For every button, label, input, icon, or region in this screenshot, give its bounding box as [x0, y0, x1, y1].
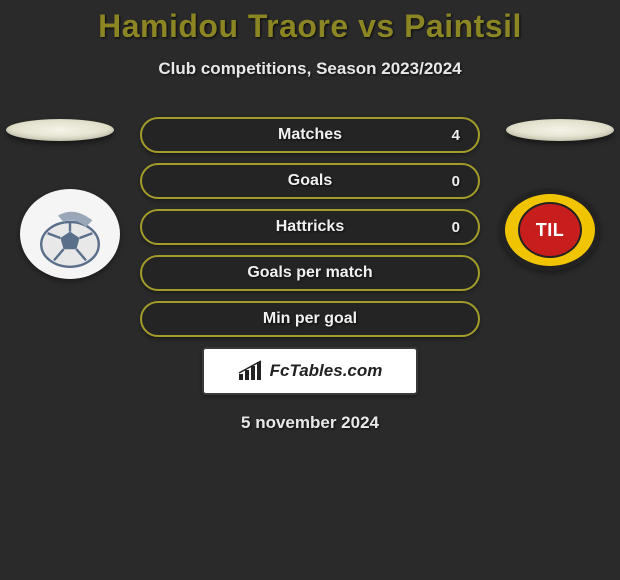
stat-value-right: 0 [452, 173, 460, 190]
fctables-logo-box: FcTables.com [202, 347, 418, 395]
ball-icon [30, 198, 110, 270]
stat-label: Goals per match [247, 264, 372, 282]
club-badge-right: TIL [500, 189, 600, 271]
stat-row: Goals 0 [140, 163, 480, 199]
stat-label: Goals [288, 172, 332, 190]
stat-row: Goals per match [140, 255, 480, 291]
stat-label: Hattricks [276, 218, 344, 236]
stat-label: Min per goal [263, 310, 357, 328]
fctables-logo-text: FcTables.com [270, 361, 383, 381]
stat-row: Min per goal [140, 301, 480, 337]
stat-label: Matches [278, 126, 342, 144]
footer-date: 5 november 2024 [0, 413, 620, 433]
stat-row: Hattricks 0 [140, 209, 480, 245]
stat-row: Matches 4 [140, 117, 480, 153]
bar-chart-icon [238, 360, 264, 382]
player-marker-right [506, 119, 614, 141]
stat-value-right: 0 [452, 219, 460, 236]
player-marker-left [6, 119, 114, 141]
club-badge-right-text: TIL [518, 202, 582, 258]
content-area: TIL Matches 4 Goals 0 Hattricks 0 Goals … [0, 117, 620, 433]
comparison-subtitle: Club competitions, Season 2023/2024 [0, 59, 620, 79]
stat-value-right: 4 [452, 127, 460, 144]
comparison-title: Hamidou Traore vs Paintsil [0, 0, 620, 45]
stat-pill-stack: Matches 4 Goals 0 Hattricks 0 Goals per … [140, 117, 480, 337]
club-badge-left [20, 189, 120, 279]
